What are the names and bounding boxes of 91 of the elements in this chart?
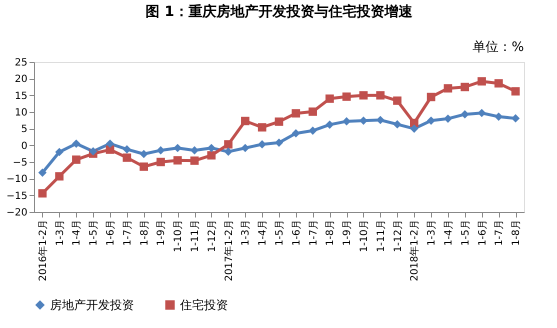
x-tick-label: 1-10月 <box>173 220 184 252</box>
legend-label: 住宅投资 <box>179 298 228 312</box>
point <box>376 91 385 100</box>
x-tick-label: 1-6月 <box>291 220 302 246</box>
point <box>342 92 351 101</box>
point <box>224 140 232 149</box>
point <box>38 168 47 177</box>
point <box>207 151 216 160</box>
x-tick-label: 1-7月 <box>308 220 320 246</box>
point <box>308 107 317 116</box>
point <box>140 150 148 158</box>
point <box>106 145 114 154</box>
point <box>460 82 470 92</box>
x-tick-label: 1-8月 <box>325 220 336 246</box>
point <box>190 146 199 155</box>
point <box>38 189 47 198</box>
x-tick-label: 1-12月 <box>392 220 404 252</box>
chart-title: 图 1：重庆房地产开发投资与住宅投资增速 <box>146 3 414 20</box>
x-tick-label: 1-4月 <box>72 220 83 246</box>
point <box>359 91 368 100</box>
legend-label: 房地产开发投资 <box>50 298 134 312</box>
point <box>55 172 64 181</box>
point <box>393 96 402 105</box>
x-tick-label: 1-7月 <box>122 220 134 246</box>
x-tick-label: 1-3月 <box>54 220 66 246</box>
point <box>106 139 114 148</box>
point <box>122 145 132 154</box>
point <box>410 124 418 133</box>
point <box>444 84 452 93</box>
point <box>258 123 266 132</box>
y-tick-label: −15 <box>6 190 28 202</box>
x-tick-label: 1-9月 <box>342 220 354 246</box>
point <box>156 146 165 155</box>
point <box>72 155 80 164</box>
x-tick-label: 2018年1-2月 <box>408 220 421 282</box>
x-tick-label: 1-5月 <box>460 220 472 246</box>
point <box>224 147 232 156</box>
x-tick-label: 2016年1-2月 <box>36 220 49 282</box>
point <box>156 158 165 166</box>
point <box>241 144 250 152</box>
x-tick-label: 1-11月 <box>190 220 202 252</box>
point <box>326 94 334 103</box>
point <box>308 126 317 135</box>
x-tick-label: 1-5月 <box>88 220 100 246</box>
x-tick-label: 1-8月 <box>139 220 150 246</box>
text: 单位：% <box>472 40 524 55</box>
point <box>292 109 300 118</box>
point <box>511 87 520 96</box>
point <box>274 117 284 126</box>
x-tick-label: 2017年1-2月 <box>222 220 235 282</box>
point <box>393 120 402 129</box>
point <box>140 162 148 171</box>
point <box>494 79 503 88</box>
x-tick-label: 1-9月 <box>156 220 168 246</box>
point <box>426 116 436 125</box>
x-tick-label: 1-6月 <box>106 220 117 246</box>
point <box>478 108 486 118</box>
x-tick-label: 1-6月 <box>477 220 488 246</box>
x-tick-label: 1-8月 <box>511 220 522 246</box>
y-tick-label: −5 <box>12 158 28 168</box>
point <box>478 77 486 86</box>
y-tick-label: 25 <box>14 58 28 68</box>
x-tick-label: 1-4月 <box>443 220 454 246</box>
x-tick-label: 1-3月 <box>240 220 252 246</box>
point <box>426 92 436 102</box>
x-tick-label: 1-3月 <box>426 220 438 246</box>
point <box>258 140 266 149</box>
y-tick-label: 10 <box>14 108 28 118</box>
x-tick-label: 1-4月 <box>258 220 269 246</box>
y-tick-label: 15 <box>14 90 28 102</box>
point <box>326 120 334 129</box>
x-tick-label: 1-12月 <box>206 220 218 252</box>
point <box>122 153 132 162</box>
point <box>494 112 503 121</box>
point <box>55 148 64 156</box>
point <box>72 139 80 148</box>
point <box>241 116 250 126</box>
y-tick-label: −10 <box>6 174 28 186</box>
x-tick-label: 1-5月 <box>274 220 286 246</box>
y-tick-label: 20 <box>14 74 28 86</box>
point <box>376 116 385 124</box>
y-tick-label: 5 <box>21 124 28 136</box>
x-tick-label: 1-10月 <box>358 220 370 252</box>
x-tick-label: 1-11月 <box>376 220 387 252</box>
point <box>173 156 182 165</box>
x-tick-label: 1-7月 <box>494 220 506 246</box>
point <box>190 156 199 165</box>
point <box>207 144 216 152</box>
point <box>292 129 300 138</box>
y-tick-label: 0 <box>21 140 28 152</box>
y-tick-label: −20 <box>6 208 28 218</box>
